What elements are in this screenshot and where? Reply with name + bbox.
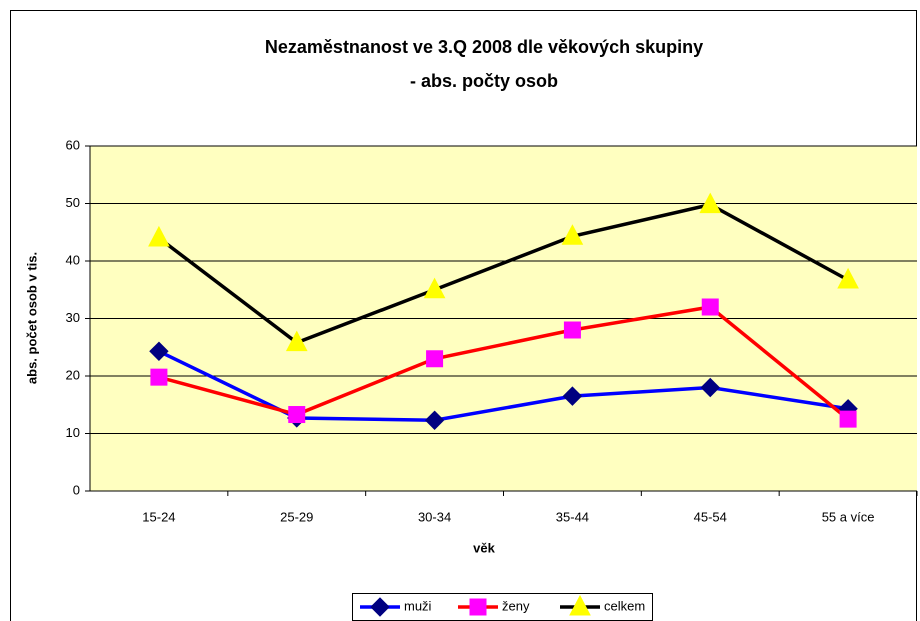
data-point — [699, 192, 722, 214]
legend-label: muži — [404, 598, 432, 613]
data-point — [701, 298, 719, 316]
legend-label: ženy — [502, 598, 530, 613]
data-point — [149, 341, 169, 361]
data-point — [562, 386, 583, 406]
data-point — [148, 225, 170, 247]
chart-title: Nezaměstnanost ve 3.Q 2008 dle věkových … — [265, 37, 703, 57]
x-tick-label: 30-34 — [418, 509, 451, 524]
legend-marker — [569, 594, 591, 616]
y-tick-label: 40 — [66, 252, 80, 267]
x-tick-label: 45-54 — [694, 509, 727, 524]
legend-marker — [370, 597, 390, 617]
data-point — [837, 267, 859, 289]
data-point — [150, 368, 168, 386]
x-tick-label: 55 a více — [822, 509, 875, 524]
y-tick-label: 10 — [66, 425, 80, 440]
series-line — [157, 202, 849, 345]
y-tick-label: 60 — [66, 137, 80, 152]
y-tick-label: 30 — [66, 310, 80, 325]
data-point — [423, 277, 446, 299]
x-axis-label: věk — [473, 540, 495, 555]
data-point — [700, 377, 720, 398]
data-point — [285, 330, 308, 352]
data-point — [288, 406, 306, 424]
y-axis-label: abs. počet osob v tis. — [24, 252, 39, 384]
y-tick-label: 50 — [66, 195, 80, 210]
x-tick-label: 25-29 — [280, 509, 313, 524]
y-tick-label: 0 — [73, 482, 80, 497]
data-point — [561, 224, 584, 245]
series-line — [158, 305, 850, 421]
data-point — [424, 410, 445, 430]
legend-marker — [469, 598, 487, 616]
y-tick-label: 20 — [66, 367, 80, 382]
data-point — [563, 321, 581, 339]
x-tick-label: 35-44 — [556, 509, 589, 524]
data-point — [426, 350, 444, 368]
chart-subtitle: - abs. počty osob — [410, 71, 558, 91]
legend-label: celkem — [604, 598, 645, 613]
data-point — [839, 410, 857, 428]
x-tick-label: 15-24 — [142, 509, 175, 524]
